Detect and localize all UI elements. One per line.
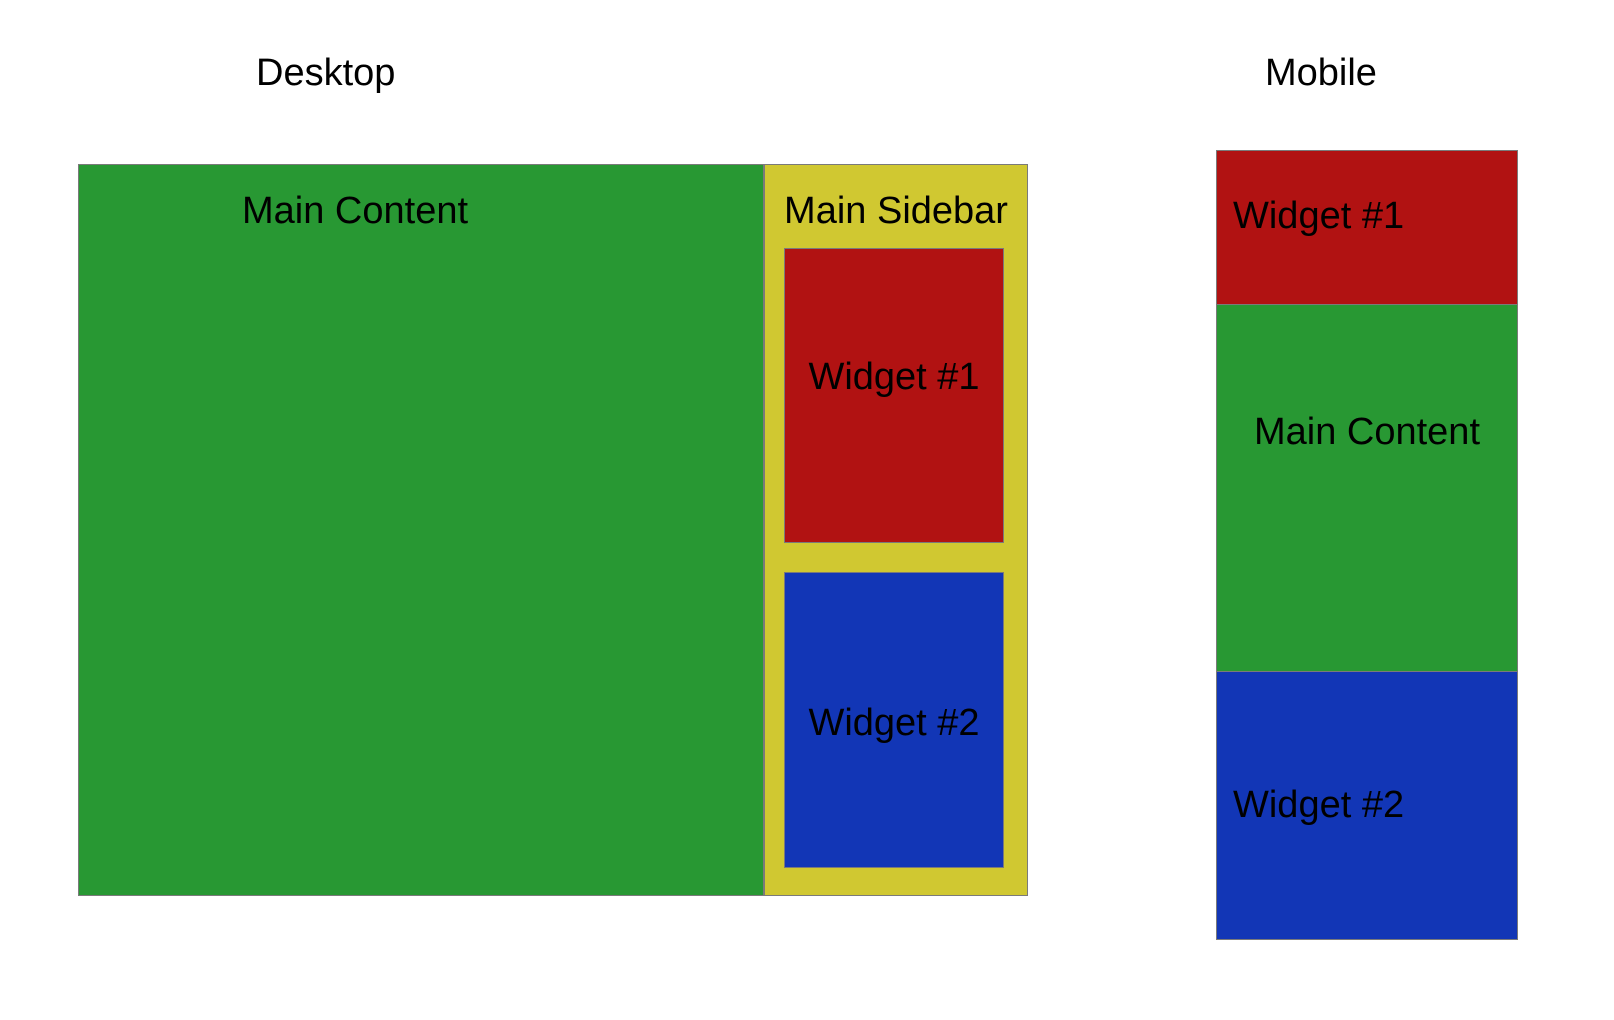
- desktop-widget-1-label: Widget #1: [808, 356, 980, 398]
- mobile-widget-1: Widget #1: [1217, 151, 1517, 305]
- mobile-main-content: Main Content: [1217, 304, 1517, 672]
- desktop-widget-2-label: Widget #2: [808, 702, 980, 744]
- mobile-layout: Widget #1 Main Content Widget #2: [1216, 150, 1518, 940]
- desktop-widget-2: Widget #2: [784, 572, 1004, 868]
- mobile-widget-2-label: Widget #2: [1233, 784, 1405, 826]
- desktop-main-sidebar: Main Sidebar Widget #1 Widget #2: [764, 164, 1028, 896]
- desktop-main-sidebar-label: Main Sidebar: [784, 190, 1008, 232]
- mobile-widget-2: Widget #2: [1217, 671, 1517, 939]
- desktop-heading: Desktop: [256, 52, 396, 94]
- mobile-widget-1-label: Widget #1: [1233, 195, 1405, 237]
- desktop-main-content-label: Main Content: [242, 190, 469, 232]
- desktop-main-content: Main Content: [78, 164, 764, 896]
- mobile-main-content-label: Main Content: [1253, 411, 1480, 453]
- desktop-widget-1: Widget #1: [784, 248, 1004, 543]
- mobile-heading: Mobile: [1265, 52, 1377, 94]
